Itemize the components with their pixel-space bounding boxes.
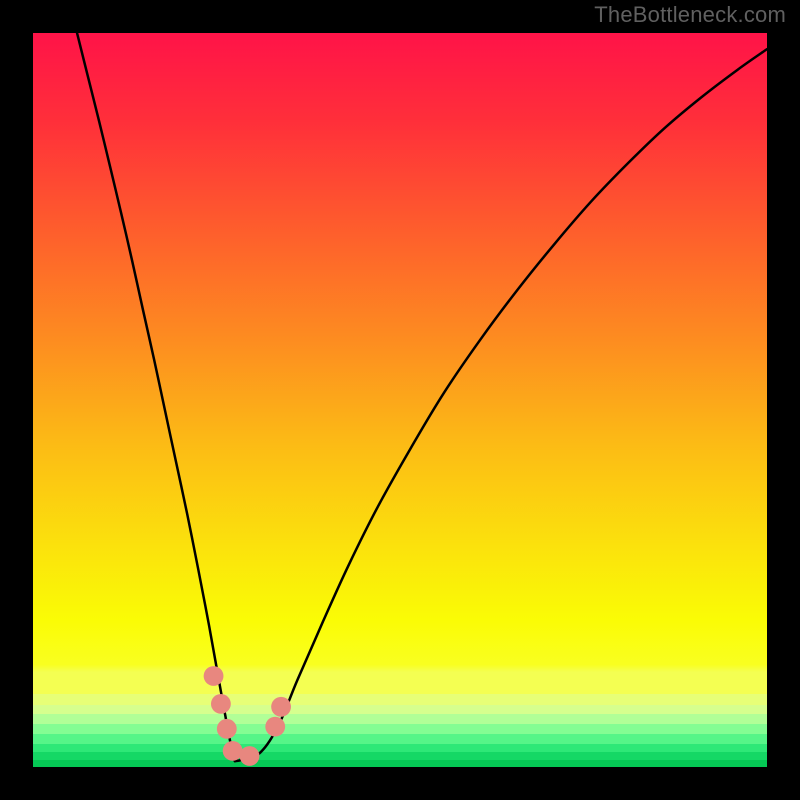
curve-layer (33, 33, 767, 767)
data-marker-4 (240, 746, 260, 766)
data-marker-3 (223, 741, 243, 761)
marker-group (204, 666, 291, 766)
data-marker-2 (217, 719, 237, 739)
data-marker-5 (265, 717, 285, 737)
watermark-text: TheBottleneck.com (594, 2, 786, 28)
data-marker-0 (204, 666, 224, 686)
plot-area (33, 33, 767, 767)
curve-right-branch (235, 49, 767, 761)
data-marker-1 (211, 694, 231, 714)
data-marker-6 (271, 697, 291, 717)
curve-left-branch (77, 33, 235, 761)
